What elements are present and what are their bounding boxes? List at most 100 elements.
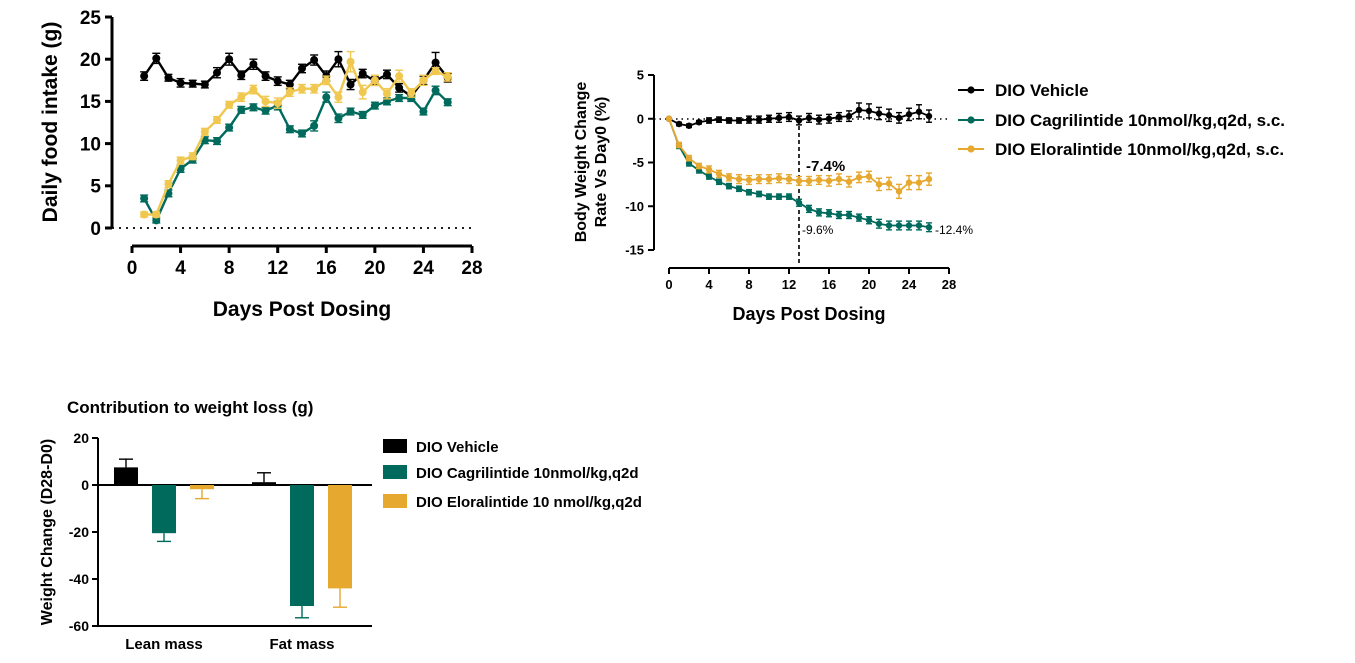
data-point <box>765 115 773 122</box>
bar <box>252 482 276 485</box>
data-point <box>915 222 923 229</box>
data-point <box>735 175 743 183</box>
bar <box>152 485 176 534</box>
data-point <box>261 106 270 115</box>
x-tick-label: 12 <box>782 277 796 292</box>
body-weight-chart: 0 4 8 12 16 20 24 28 -15 -10 -5 0 5 -7.4% -9.6% -12.… <box>573 68 1285 324</box>
data-point <box>745 176 753 184</box>
data-point <box>285 88 294 97</box>
data-point <box>285 125 294 134</box>
y-tick-label: 10 <box>80 134 101 155</box>
data-point <box>249 60 258 69</box>
bw-legend-item-eloralintide: DIO Eloralintide 10nmol/kg,q2d, s.c. <box>958 140 1284 159</box>
data-point <box>785 175 793 183</box>
data-point <box>835 113 843 121</box>
data-point <box>140 72 149 81</box>
data-point <box>285 80 294 89</box>
contrib-bars <box>114 458 352 619</box>
contrib-legend-label-cagrilintide: DIO Cagrilintide 10nmol/kg,q2d <box>416 465 639 482</box>
data-point <box>334 55 343 64</box>
data-point <box>164 180 173 189</box>
data-point <box>795 117 803 124</box>
food-y-label: Daily food intake (g) <box>39 22 62 223</box>
data-point <box>685 122 693 129</box>
contrib-ticks: -60 -40 -20 0 20 <box>69 430 98 634</box>
data-point <box>705 117 713 124</box>
data-point <box>765 193 773 200</box>
bw-y-label-line2: Rate Vs Day0 (%) <box>593 97 610 228</box>
contrib-legend-item-vehicle: DIO Vehicle <box>383 439 499 456</box>
x-tick-label: 16 <box>822 277 836 292</box>
data-point <box>237 71 246 80</box>
contrib-legend-swatch-cagrilintide <box>383 465 407 479</box>
data-point <box>675 120 683 128</box>
bar <box>190 485 214 490</box>
x-tick-label: 24 <box>413 258 435 279</box>
data-point <box>785 113 793 121</box>
data-point <box>725 117 733 124</box>
data-point <box>383 89 391 98</box>
data-point <box>213 115 221 124</box>
data-point <box>785 193 793 200</box>
food-intake-chart: 0 4 8 12 16 20 24 28 0 5 10 15 20 25 Days Post Dosing… <box>39 8 483 321</box>
data-point <box>885 222 893 229</box>
bar <box>328 485 352 589</box>
data-point <box>261 72 270 81</box>
bw-legend-item-cagrilintide: DIO Cagrilintide 10nmol/kg,q2d, s.c. <box>958 111 1285 130</box>
y-tick-label: 20 <box>80 50 101 71</box>
contrib-y-label: Weight Change (D28-D0) <box>39 439 56 625</box>
data-point <box>815 176 823 184</box>
data-point <box>140 194 149 203</box>
data-point <box>725 182 733 190</box>
data-point <box>310 84 319 93</box>
contrib-legend-swatch-vehicle <box>383 439 407 453</box>
data-point <box>895 114 903 122</box>
y-tick-label: 0 <box>81 477 89 493</box>
series-vehicle <box>140 50 452 101</box>
data-point <box>225 55 234 64</box>
data-point <box>298 84 306 93</box>
data-point <box>825 115 833 122</box>
data-point <box>865 107 873 115</box>
data-point <box>176 78 185 87</box>
data-point <box>370 101 379 110</box>
y-tick-label: -60 <box>69 618 89 634</box>
x-tick-label: 24 <box>902 277 917 292</box>
data-point <box>188 152 197 161</box>
data-point <box>334 93 343 102</box>
data-point <box>765 175 773 183</box>
data-point <box>825 177 833 185</box>
data-point <box>685 160 693 167</box>
data-point <box>310 121 319 130</box>
data-point <box>855 214 863 221</box>
x-tick-label: 8 <box>224 258 235 279</box>
data-point <box>213 68 221 77</box>
bw-annotation-cagri-end: -12.4% <box>935 223 973 237</box>
x-tick-label: 4 <box>705 277 713 292</box>
data-point <box>705 166 713 173</box>
contrib-legend-label-vehicle: DIO Vehicle <box>416 439 499 456</box>
data-point <box>855 174 863 181</box>
contrib-legend-label-eloralintide: DIO Eloralintide 10 nmol/kg,q2d <box>416 494 642 511</box>
data-point <box>164 73 173 82</box>
y-tick-label: 15 <box>80 92 102 113</box>
food-ticks: 0 4 8 12 16 20 24 28 0 5 10 15 20 25 <box>80 8 483 279</box>
contrib-category-fat: Fat mass <box>269 636 334 653</box>
data-point <box>865 217 873 224</box>
data-point <box>213 137 221 146</box>
data-point <box>346 57 355 66</box>
bar <box>114 467 138 485</box>
data-point <box>358 69 367 78</box>
data-point <box>225 100 234 109</box>
food-x-label: Days Post Dosing <box>213 298 392 321</box>
data-point <box>925 175 933 183</box>
data-point <box>200 127 209 136</box>
data-point <box>735 185 743 192</box>
data-point <box>845 178 853 185</box>
data-point <box>395 83 404 92</box>
data-point <box>334 114 343 123</box>
data-point <box>775 175 783 182</box>
data-point <box>805 114 813 122</box>
data-point <box>865 173 873 180</box>
data-point <box>805 177 813 185</box>
